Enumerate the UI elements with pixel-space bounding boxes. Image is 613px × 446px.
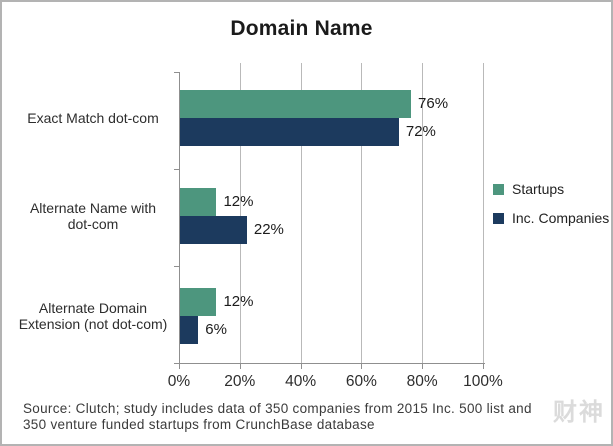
- x-axis-tick: [422, 364, 424, 369]
- source-note: Source: Clutch; study includes data of 3…: [23, 401, 532, 433]
- y-axis-line: [179, 72, 180, 363]
- source-line-1: Source: Clutch; study includes data of 3…: [23, 401, 532, 416]
- x-axis-tick: [239, 364, 241, 369]
- legend-swatch-Inc. Companies: [493, 212, 504, 224]
- x-axis-line: [179, 363, 485, 364]
- x-axis-tick-label: 60%: [345, 373, 377, 390]
- category-label: Alternate Name with dot-com: [29, 200, 157, 232]
- category-label: Alternate Domain Extension (not dot-com): [18, 300, 168, 332]
- bar-value-label: 6%: [205, 321, 227, 338]
- x-axis-tick-label: 80%: [406, 373, 438, 390]
- x-axis-tick-label: 40%: [285, 373, 317, 390]
- gridline-40%: [300, 63, 302, 363]
- x-axis-tick-label: 0%: [167, 373, 191, 390]
- y-axis-tick: [174, 169, 179, 170]
- bar: [180, 118, 399, 146]
- gridline-100%: [483, 63, 484, 363]
- x-axis-tick: [300, 364, 302, 369]
- plot-area: 76% 72% 12% 22% 12% 6%: [179, 63, 484, 363]
- legend: Startups Inc. Companies: [493, 181, 609, 239]
- legend-entry: Inc. Companies: [493, 210, 609, 226]
- source-line-2: 350 venture funded startups from CrunchB…: [23, 417, 375, 432]
- bar-value-label: 12%: [223, 293, 254, 310]
- bar-value-label: 72%: [405, 123, 436, 140]
- x-axis-tick-label: 20%: [224, 373, 256, 390]
- legend-label: Startups: [512, 181, 565, 197]
- y-axis-tick: [174, 266, 179, 267]
- y-axis-tick: [174, 72, 179, 73]
- bar-value-label: 22%: [253, 221, 284, 238]
- legend-swatch-Startups: [493, 183, 504, 195]
- x-axis-tick-label: 100%: [463, 373, 503, 390]
- bar: [180, 90, 412, 118]
- bar: [180, 288, 217, 316]
- bar: [180, 188, 217, 216]
- x-axis-tick: [179, 364, 180, 369]
- gridline-80%: [422, 63, 424, 363]
- x-axis-tick: [483, 364, 484, 369]
- bar: [180, 216, 247, 244]
- legend-entry: Startups: [493, 181, 609, 197]
- watermark: 财神: [553, 399, 605, 426]
- gridline-20%: [239, 63, 241, 363]
- x-axis-tick: [361, 364, 363, 369]
- bar-value-label: 12%: [223, 193, 254, 210]
- bar-value-label: 76%: [418, 95, 449, 112]
- gridline-60%: [361, 63, 363, 363]
- y-axis-tick: [174, 363, 179, 364]
- category-label: Exact Match dot-com: [27, 110, 159, 126]
- chart-title: Domain Name: [230, 17, 373, 40]
- legend-label: Inc. Companies: [512, 210, 610, 226]
- bar: [180, 316, 199, 344]
